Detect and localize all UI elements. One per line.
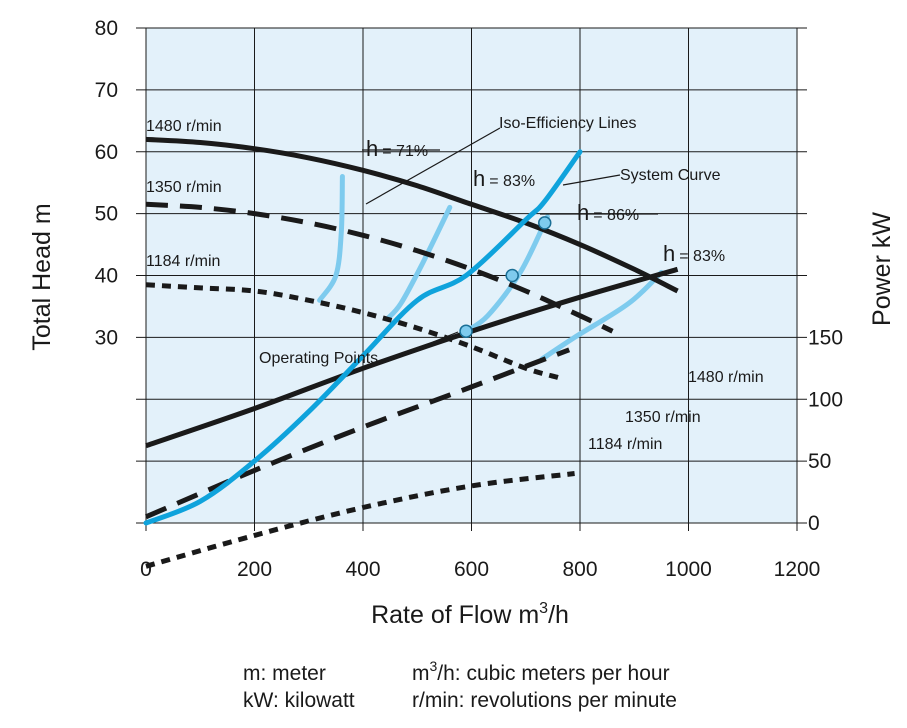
head-curve-1184 xyxy=(145,282,560,381)
operating-point-0 xyxy=(459,324,473,338)
x-axis-title-sup: 3 xyxy=(539,600,548,617)
iso-efficiency-line-2 xyxy=(463,214,550,334)
power-curve-1480 xyxy=(145,266,679,449)
x-tick-label-1200: 1200 xyxy=(774,558,821,581)
eta-label-86: h = 86% xyxy=(577,200,639,225)
eta-label-83a: h = 83% xyxy=(473,166,535,191)
x-axis-title-main: Rate of Flow m xyxy=(371,601,539,629)
annotation-iso-efficiency: Iso-Efficiency Lines xyxy=(499,115,637,132)
power-curve-1184 xyxy=(145,471,575,569)
power-curve-1350 xyxy=(145,347,571,520)
grid xyxy=(136,27,807,531)
label-head-1350: 1350 r/min xyxy=(146,179,222,196)
y2-axis-title: Power kW xyxy=(868,212,896,326)
y2-tick-label-0: 0 xyxy=(808,512,820,535)
iso-efficiency-line-1 xyxy=(384,204,453,322)
eta-symbol-83b: h xyxy=(663,241,675,266)
y-tick-label-80: 80 xyxy=(95,17,118,40)
curves xyxy=(143,136,679,569)
y-tick-label-30: 30 xyxy=(95,326,118,349)
system-curve xyxy=(143,149,583,526)
head-curve-1480 xyxy=(145,136,679,294)
label-head-1480: 1480 r/min xyxy=(146,118,222,135)
y-tick-label-40: 40 xyxy=(95,265,118,288)
eta-symbol-86: h xyxy=(577,200,589,225)
leader-iso-efficiency xyxy=(365,127,501,205)
iso-efficiency-line-0 xyxy=(317,174,345,303)
annotation-system-curve: System Curve xyxy=(620,167,721,184)
eta-symbol-83a: h xyxy=(473,166,485,191)
x-axis-title: Rate of Flow m3/h xyxy=(371,600,569,629)
x-tick-label-800: 800 xyxy=(562,558,597,581)
annotation-operating-points: Operating Points xyxy=(259,350,378,367)
eta-value-86: = 86% xyxy=(593,207,639,224)
eta-label-71: h = 71% xyxy=(366,136,428,161)
legend-m3h-sup: 3 xyxy=(430,658,438,674)
y2-tick-label-150: 150 xyxy=(808,326,843,349)
eta-value-83b: = 83% xyxy=(679,248,725,265)
x-tick-label-400: 400 xyxy=(345,558,380,581)
leader-system-curve xyxy=(562,174,621,186)
y2-tick-label-100: 100 xyxy=(808,388,843,411)
eta-value-71: = 71% xyxy=(382,143,428,160)
legend-m3h-pre: m xyxy=(412,662,430,685)
legend-m3h: m3/h: cubic meters per hour xyxy=(412,658,670,685)
y2-tick-label-50: 50 xyxy=(808,450,831,473)
x-tick-label-200: 200 xyxy=(237,558,272,581)
operating-point-1 xyxy=(505,268,519,283)
x-axis-title-tail: /h xyxy=(548,601,569,629)
y-tick-label-60: 60 xyxy=(95,141,118,164)
leader-operating-points xyxy=(392,331,459,359)
eta-label-83b: h = 83% xyxy=(663,241,725,266)
y-axis-title: Total Head m xyxy=(28,203,56,350)
operating-points xyxy=(459,216,552,338)
iso-efficiency-line-3 xyxy=(539,269,664,362)
operating-point-2 xyxy=(537,216,552,230)
eta-value-83a: = 83% xyxy=(489,173,535,190)
legend-m3h-post: /h: cubic meters per hour xyxy=(437,662,669,685)
x-tick-label-0: 0 xyxy=(140,558,152,581)
label-head-1184: 1184 r/min xyxy=(146,253,220,270)
eta-symbol-71: h xyxy=(366,136,378,161)
label-power-1184: 1184 r/min xyxy=(588,436,662,453)
x-tick-label-1000: 1000 xyxy=(665,558,712,581)
y-tick-label-70: 70 xyxy=(95,79,118,102)
legend-m: m: meter xyxy=(243,662,326,685)
legend-rmin: r/min: revolutions per minute xyxy=(412,689,677,712)
legend-kw: kW: kilowatt xyxy=(243,689,355,712)
y-tick-label-50: 50 xyxy=(95,203,118,226)
label-power-1350: 1350 r/min xyxy=(625,409,701,426)
x-tick-label-600: 600 xyxy=(454,558,489,581)
tick-labels: 0 200 400 600 800 1000 12003040506070800501001… xyxy=(95,17,843,581)
label-power-1480: 1480 r/min xyxy=(688,369,764,386)
